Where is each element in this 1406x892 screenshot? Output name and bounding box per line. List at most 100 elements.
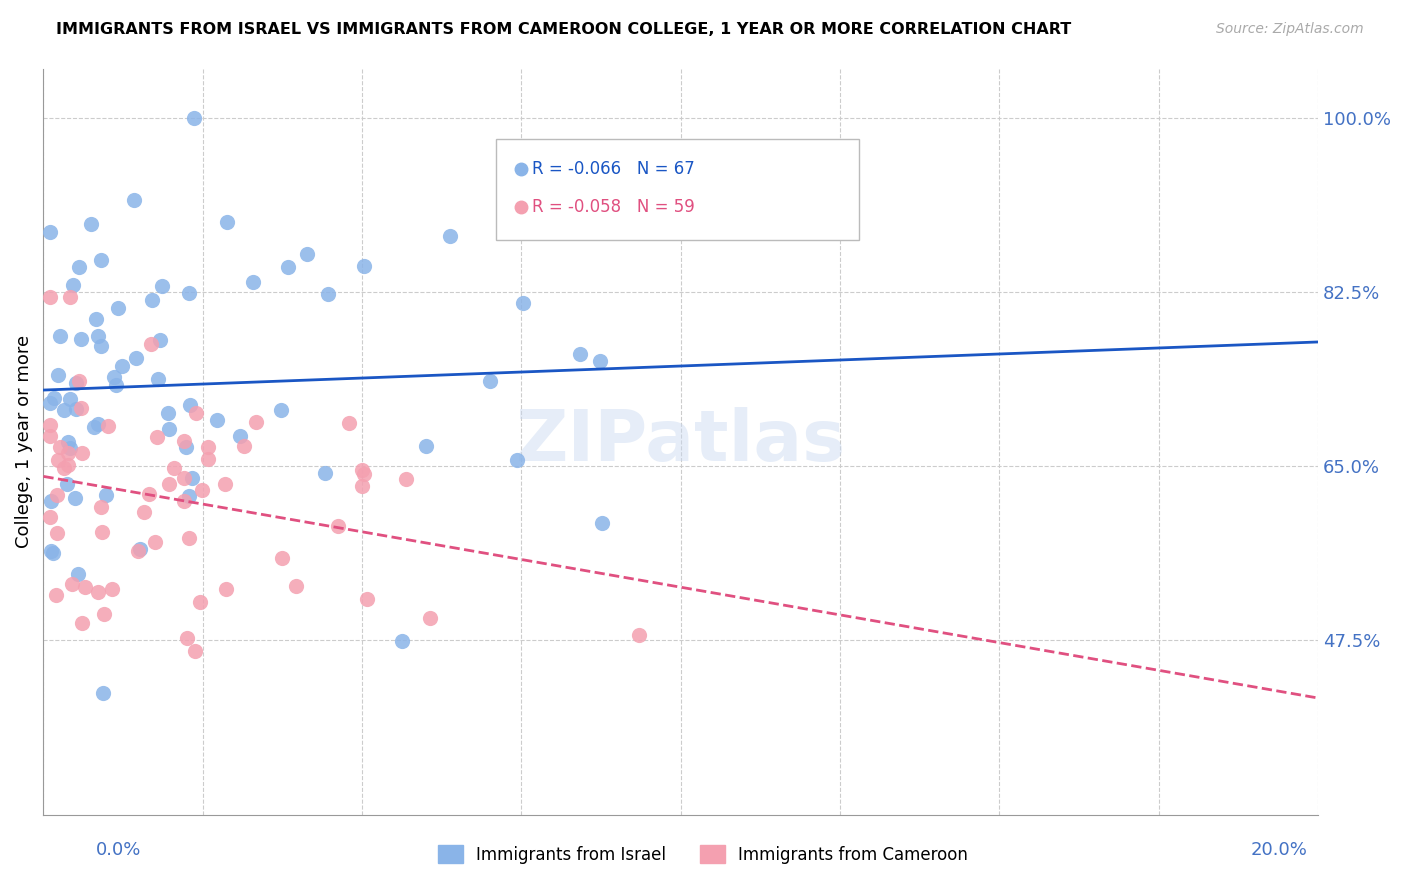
- Point: [591, 516, 613, 530]
- Point: [86, 584, 108, 599]
- Point: [122, 194, 145, 208]
- Point: [228, 429, 250, 443]
- Point: [38, 429, 60, 443]
- Point: [93, 607, 115, 622]
- Point: [46, 488, 69, 502]
- Point: [589, 354, 612, 368]
- Point: [173, 493, 195, 508]
- Point: [127, 544, 149, 558]
- Point: [38, 396, 60, 410]
- Point: [146, 430, 169, 444]
- Point: [197, 452, 219, 467]
- Point: [48, 452, 70, 467]
- Point: [59, 442, 82, 456]
- Point: [38, 290, 60, 304]
- Point: [353, 467, 375, 482]
- Point: [67, 567, 90, 582]
- Point: [45, 525, 67, 540]
- Point: [177, 489, 200, 503]
- Point: [56, 445, 79, 459]
- Point: [205, 413, 228, 427]
- Point: [197, 441, 219, 455]
- Point: [59, 290, 82, 304]
- Point: [56, 458, 79, 472]
- Point: [138, 487, 160, 501]
- Point: [395, 472, 418, 486]
- Point: [39, 493, 62, 508]
- Point: [148, 371, 170, 385]
- Point: [132, 505, 155, 519]
- Point: [176, 631, 198, 645]
- Point: [42, 546, 65, 560]
- Point: [45, 588, 67, 602]
- Point: [316, 287, 339, 301]
- Point: [97, 419, 120, 434]
- Point: [270, 403, 292, 417]
- Point: [67, 374, 90, 388]
- Point: [141, 293, 163, 307]
- Point: [295, 247, 318, 261]
- Text: 0.0%: 0.0%: [96, 841, 141, 859]
- Point: [569, 347, 592, 361]
- Point: [181, 471, 204, 485]
- Point: [352, 478, 374, 492]
- Point: [183, 112, 205, 126]
- Point: [157, 406, 180, 420]
- Point: [177, 286, 200, 301]
- Point: [103, 370, 125, 384]
- Point: [176, 440, 198, 454]
- Point: [49, 440, 72, 454]
- Point: [479, 374, 502, 388]
- Point: [60, 577, 83, 591]
- Point: [53, 403, 76, 417]
- Point: [90, 500, 112, 514]
- Point: [53, 460, 76, 475]
- Point: [353, 259, 375, 273]
- Legend: Immigrants from Israel, Immigrants from Cameroon: Immigrants from Israel, Immigrants from …: [432, 838, 974, 871]
- Point: [39, 544, 62, 558]
- FancyBboxPatch shape: [496, 139, 859, 240]
- Point: [337, 416, 360, 430]
- Point: [217, 215, 239, 229]
- Point: [72, 445, 94, 459]
- Point: [70, 401, 93, 415]
- Point: [129, 541, 152, 556]
- Point: [150, 279, 173, 293]
- Point: [179, 398, 201, 412]
- Point: [84, 312, 107, 326]
- Point: [356, 592, 378, 607]
- Point: [49, 328, 72, 343]
- Point: [415, 439, 437, 453]
- Point: [352, 463, 374, 477]
- Point: [90, 339, 112, 353]
- Point: [506, 453, 529, 467]
- Point: [188, 595, 211, 609]
- Point: [439, 229, 461, 244]
- Point: [65, 491, 87, 506]
- Y-axis label: College, 1 year or more: College, 1 year or more: [15, 335, 32, 548]
- Point: [139, 336, 162, 351]
- Point: [627, 628, 650, 642]
- Text: R = -0.066   N = 67: R = -0.066 N = 67: [531, 161, 695, 178]
- Text: R = -0.058   N = 59: R = -0.058 N = 59: [531, 197, 695, 216]
- Point: [65, 401, 87, 416]
- Point: [46, 368, 69, 383]
- Point: [270, 550, 292, 565]
- Point: [94, 488, 117, 502]
- Point: [163, 461, 186, 475]
- Point: [215, 582, 238, 597]
- Point: [191, 483, 214, 498]
- Point: [105, 377, 128, 392]
- Point: [38, 417, 60, 432]
- Point: [245, 416, 267, 430]
- Point: [177, 532, 200, 546]
- Point: [214, 476, 236, 491]
- Point: [87, 328, 110, 343]
- Point: [80, 217, 103, 231]
- Point: [101, 582, 124, 596]
- Point: [70, 615, 93, 630]
- Point: [149, 333, 172, 347]
- Point: [70, 333, 93, 347]
- Point: [75, 580, 97, 594]
- Point: [91, 686, 114, 700]
